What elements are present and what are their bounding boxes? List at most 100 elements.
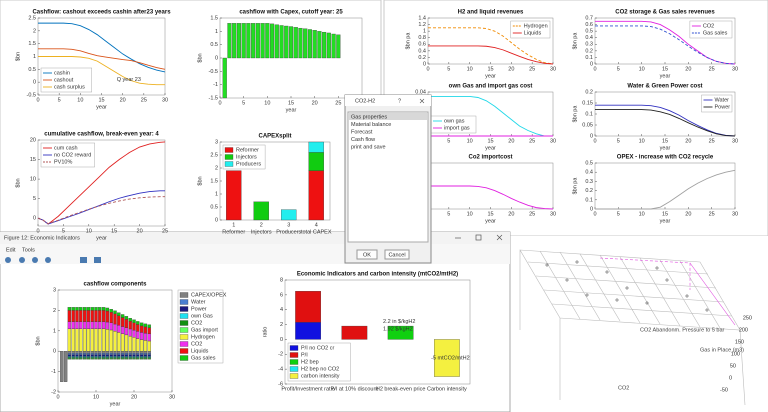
ok-button[interactable]	[356, 249, 378, 260]
y-tick-label: 0.5	[585, 29, 593, 35]
bar	[128, 351, 132, 354]
chart: own Gas and import gas cost$bn pa00.010.…	[405, 84, 556, 152]
y-axis-label: $bn pa	[572, 177, 578, 195]
bar	[251, 23, 256, 59]
chart: Economic Indicators and carbon intensity…	[262, 272, 471, 392]
x-tick-label: 4	[315, 222, 318, 228]
bar	[90, 310, 94, 322]
bar	[117, 358, 121, 360]
list-option[interactable]: Forecast	[351, 129, 373, 135]
menu-item[interactable]: Edit	[6, 247, 16, 253]
chart-title: cashflow with Capex, cutoff year: 25	[239, 10, 343, 16]
chart: Water & Green Power cost $bn pa 0 0.05 0.1 0.…	[572, 84, 738, 152]
x-tick-label: 0	[593, 66, 596, 72]
bar	[143, 333, 148, 341]
bar	[90, 356, 94, 358]
x-tick-label: 25	[709, 211, 715, 217]
y-tick-label: 2	[215, 165, 218, 171]
legend-label: PV10%	[54, 159, 72, 165]
bar	[132, 330, 136, 338]
window-title: Figure 12: Economic Indicators	[4, 235, 80, 241]
icon[interactable]	[94, 257, 101, 263]
bar	[139, 322, 144, 327]
bar	[79, 310, 83, 322]
close[interactable]	[496, 234, 503, 241]
bar	[94, 328, 98, 352]
list-option[interactable]: Gas properties	[351, 114, 387, 120]
legend-swatch	[289, 373, 299, 379]
icon[interactable]	[45, 257, 51, 263]
bar	[109, 353, 113, 356]
annotation: Q year 23	[117, 77, 141, 83]
y-tick-label: -6	[278, 381, 283, 387]
bar	[79, 307, 83, 311]
bar	[86, 321, 91, 329]
icon[interactable]	[5, 257, 11, 263]
y-tick-label: 1.5	[210, 15, 218, 21]
window-controls[interactable]	[455, 234, 503, 241]
bar	[132, 337, 136, 352]
bar	[295, 290, 321, 323]
chart: OPEX - increase with CO2 recycle$bn pa00…	[572, 155, 738, 225]
chart-title: cashflow components	[83, 282, 147, 288]
maximize[interactable]	[475, 234, 482, 241]
chart-title: CAPEXsplit	[258, 134, 291, 140]
listbox[interactable]	[347, 111, 429, 243]
icon[interactable]	[19, 257, 25, 263]
y-tick-label: 0.2	[585, 89, 593, 95]
bar	[120, 354, 125, 357]
list-option[interactable]: Material balance	[351, 122, 391, 128]
x-tick-label: 15	[487, 138, 493, 144]
x-tick-label: 0	[36, 228, 39, 234]
bar	[105, 321, 110, 330]
bar	[90, 357, 94, 359]
bar	[132, 358, 136, 360]
bar	[113, 357, 117, 359]
list-option[interactable]: print and save	[351, 144, 386, 150]
icon[interactable]	[80, 257, 87, 263]
chart: CO2 storage & Gas sales revenues$bn pa00…	[572, 10, 738, 80]
list-option[interactable]: Cash flow	[351, 137, 375, 143]
series-line	[428, 45, 554, 65]
bar	[236, 23, 241, 59]
bar	[82, 357, 87, 359]
y-tick-label: 0.04	[415, 89, 426, 95]
x-tick-label: 20	[508, 211, 514, 217]
bar	[86, 307, 91, 311]
bar	[90, 353, 94, 356]
toolbar-icons[interactable]	[5, 257, 101, 263]
legend-label: Gas import	[191, 327, 218, 333]
annotation: 2.2 in $/kgH2	[383, 319, 415, 325]
chart: cumulative cashflow, break-even year: 4 $…	[15, 132, 168, 242]
y-tick-label: 0.3	[585, 179, 593, 185]
bar	[82, 354, 87, 357]
series-line	[38, 22, 166, 73]
bar	[132, 356, 136, 358]
ok-label[interactable]: OK	[363, 252, 371, 258]
cancel-label[interactable]: Cancel	[388, 252, 405, 258]
y-axis-label: $bn	[197, 53, 203, 62]
y-tick-label: 0.2	[585, 48, 593, 54]
bar	[128, 328, 132, 337]
bar	[312, 30, 317, 59]
bar	[98, 310, 102, 322]
bar	[132, 354, 136, 357]
y-axis-label: $bn	[197, 176, 203, 185]
cancel-button[interactable]	[384, 249, 410, 260]
plot-3d-markers	[545, 260, 709, 312]
bar	[94, 310, 98, 322]
icon[interactable]	[32, 257, 38, 263]
plot-3d-window	[508, 236, 768, 412]
bar	[147, 356, 151, 358]
dialog-help[interactable]: ?	[398, 98, 401, 104]
y-tick-label: 0	[590, 133, 593, 139]
x-tick-label: 10	[93, 394, 99, 400]
menu-item[interactable]: Tools	[22, 247, 35, 253]
x-tick-label: 25	[709, 66, 715, 72]
x-tick-label: 25	[529, 138, 535, 144]
dialog-close[interactable]	[419, 98, 425, 104]
y-tick-label: 1	[215, 29, 218, 35]
